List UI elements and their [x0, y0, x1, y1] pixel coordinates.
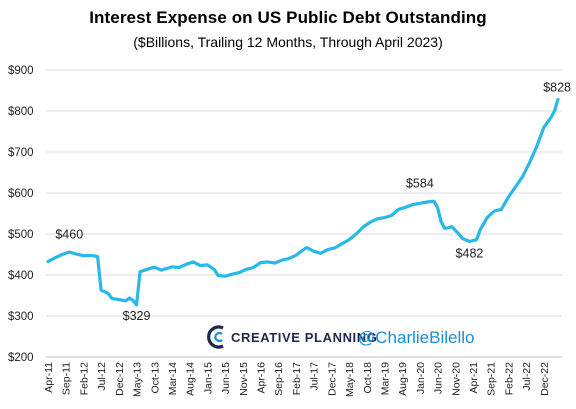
y-tick-label: $600	[8, 188, 34, 200]
x-tick-label: Jul-12	[96, 362, 108, 391]
data-annotations: $460 $329 $584 $482 $828	[55, 81, 571, 324]
chart-subtitle: ($Billions, Trailing 12 Months, Through …	[133, 34, 443, 50]
x-tick-label: Mar-19	[379, 362, 391, 395]
x-tick-label: Oct-13	[149, 362, 161, 394]
x-tick-label: Sep-21	[486, 362, 498, 396]
data-label: $584	[406, 177, 434, 191]
y-tick-label: $400	[8, 270, 34, 282]
x-tick-label: Feb-12	[78, 362, 90, 395]
x-tick-label: Sep-16	[273, 362, 285, 396]
gridlines	[46, 69, 562, 358]
x-tick-label: Dec-12	[114, 362, 126, 396]
x-tick-label: Oct-18	[362, 362, 374, 394]
y-tick-label: $300	[8, 311, 34, 323]
y-tick-label: $500	[8, 229, 34, 241]
x-tick-label: Aug-14	[185, 362, 197, 396]
x-tick-label: Apr-16	[256, 362, 268, 394]
x-tick-label: Jun-20	[433, 362, 445, 394]
watermark-handle: @CharlieBilello	[358, 328, 474, 347]
x-tick-label: May-18	[344, 362, 356, 397]
y-tick-label: $700	[8, 147, 34, 159]
data-label: $329	[123, 309, 151, 323]
x-tick-label: Feb-17	[291, 362, 303, 395]
x-tick-label: May-13	[132, 362, 144, 397]
data-label: $828	[543, 81, 571, 95]
y-tick-label: $900	[8, 65, 34, 77]
x-tick-label: Mar-14	[167, 362, 179, 395]
series-line	[46, 97, 560, 307]
x-tick-label: Dec-17	[326, 362, 338, 396]
y-tick-label: $800	[8, 106, 34, 118]
x-tick-label: Nov-20	[450, 362, 462, 396]
x-tick-label: Jun-15	[220, 362, 232, 394]
y-tick-label: $200	[8, 352, 34, 364]
watermark: CREATIVE PLANNING @CharlieBilello	[207, 325, 474, 349]
x-tick-label: Jan-15	[202, 362, 214, 394]
x-tick-label: Aug-19	[397, 362, 409, 396]
creative-planning-logo-icon	[207, 325, 224, 349]
x-tick-label: Apr-11	[43, 362, 55, 393]
x-tick-label: Jul-17	[309, 362, 321, 391]
x-tick-label: Jul-22	[521, 362, 533, 391]
x-tick-label: Feb-22	[503, 362, 515, 395]
x-tick-label: Jan-20	[415, 362, 427, 394]
y-axis-ticks: $200 $300 $400 $500 $600 $700 $800 $900	[8, 65, 34, 364]
data-label: $482	[456, 246, 484, 260]
x-tick-label: Dec-22	[539, 362, 551, 396]
data-label: $460	[55, 227, 83, 241]
watermark-brand: CREATIVE PLANNING	[231, 330, 377, 345]
chart-title: Interest Expense on US Public Debt Outst…	[89, 8, 487, 27]
x-tick-label: Nov-15	[238, 362, 250, 396]
x-axis-ticks: Apr-11 Sep-11 Feb-12 Jul-12 Dec-12 May-13 Oct-…	[43, 362, 551, 397]
x-tick-label: Sep-11	[61, 362, 73, 395]
x-tick-label: Apr-21	[468, 362, 480, 394]
